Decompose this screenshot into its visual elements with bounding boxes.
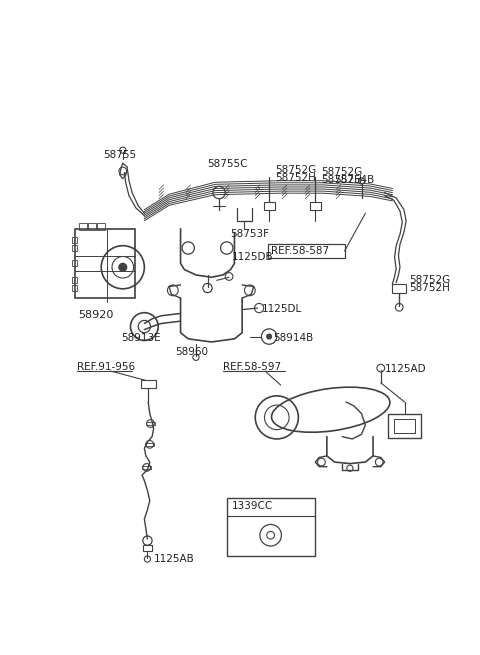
Bar [72, 260, 77, 267]
Bar [227, 498, 315, 556]
Bar [72, 237, 77, 244]
Bar [141, 381, 156, 388]
Text: 58914B: 58914B [273, 333, 313, 343]
Bar [75, 229, 135, 298]
Bar [143, 545, 152, 552]
Bar [142, 466, 151, 469]
Bar [72, 277, 77, 284]
Text: 58752H: 58752H [409, 283, 450, 293]
Bar [388, 413, 421, 438]
Text: REF.58-587: REF.58-587 [271, 246, 329, 255]
Text: 1125DL: 1125DL [262, 304, 301, 314]
Text: REF.91-956: REF.91-956 [77, 362, 135, 372]
Text: 1125AD: 1125AD [384, 364, 426, 373]
Circle shape [267, 334, 271, 339]
Bar [145, 443, 155, 446]
Bar [310, 202, 322, 210]
Text: 58913E: 58913E [121, 333, 161, 343]
Text: 58752G: 58752G [322, 167, 363, 177]
Bar [72, 245, 77, 251]
Circle shape [119, 263, 127, 271]
Text: 58920: 58920 [78, 310, 113, 320]
Bar [264, 202, 275, 210]
Bar [267, 244, 345, 258]
Bar [79, 223, 86, 229]
Text: 58752G: 58752G [275, 165, 316, 175]
Text: 58754B: 58754B [335, 175, 375, 185]
Bar [146, 422, 155, 425]
Text: REF.58-597: REF.58-597 [223, 362, 281, 372]
Text: 58755: 58755 [104, 150, 137, 160]
Text: 58753F: 58753F [230, 229, 270, 239]
Bar [97, 223, 105, 229]
Text: 58752G: 58752G [409, 275, 451, 285]
Text: 1125DB: 1125DB [232, 252, 274, 262]
Bar [88, 223, 96, 229]
Text: 58960: 58960 [175, 346, 208, 356]
Text: 1339CC: 1339CC [232, 500, 274, 510]
Text: 58755C: 58755C [207, 159, 248, 170]
Bar [72, 285, 77, 291]
Text: 1125AB: 1125AB [154, 555, 194, 565]
Text: 58752H: 58752H [322, 175, 362, 185]
Text: 58752H: 58752H [275, 172, 316, 183]
Bar [394, 419, 415, 433]
Bar [392, 284, 406, 293]
